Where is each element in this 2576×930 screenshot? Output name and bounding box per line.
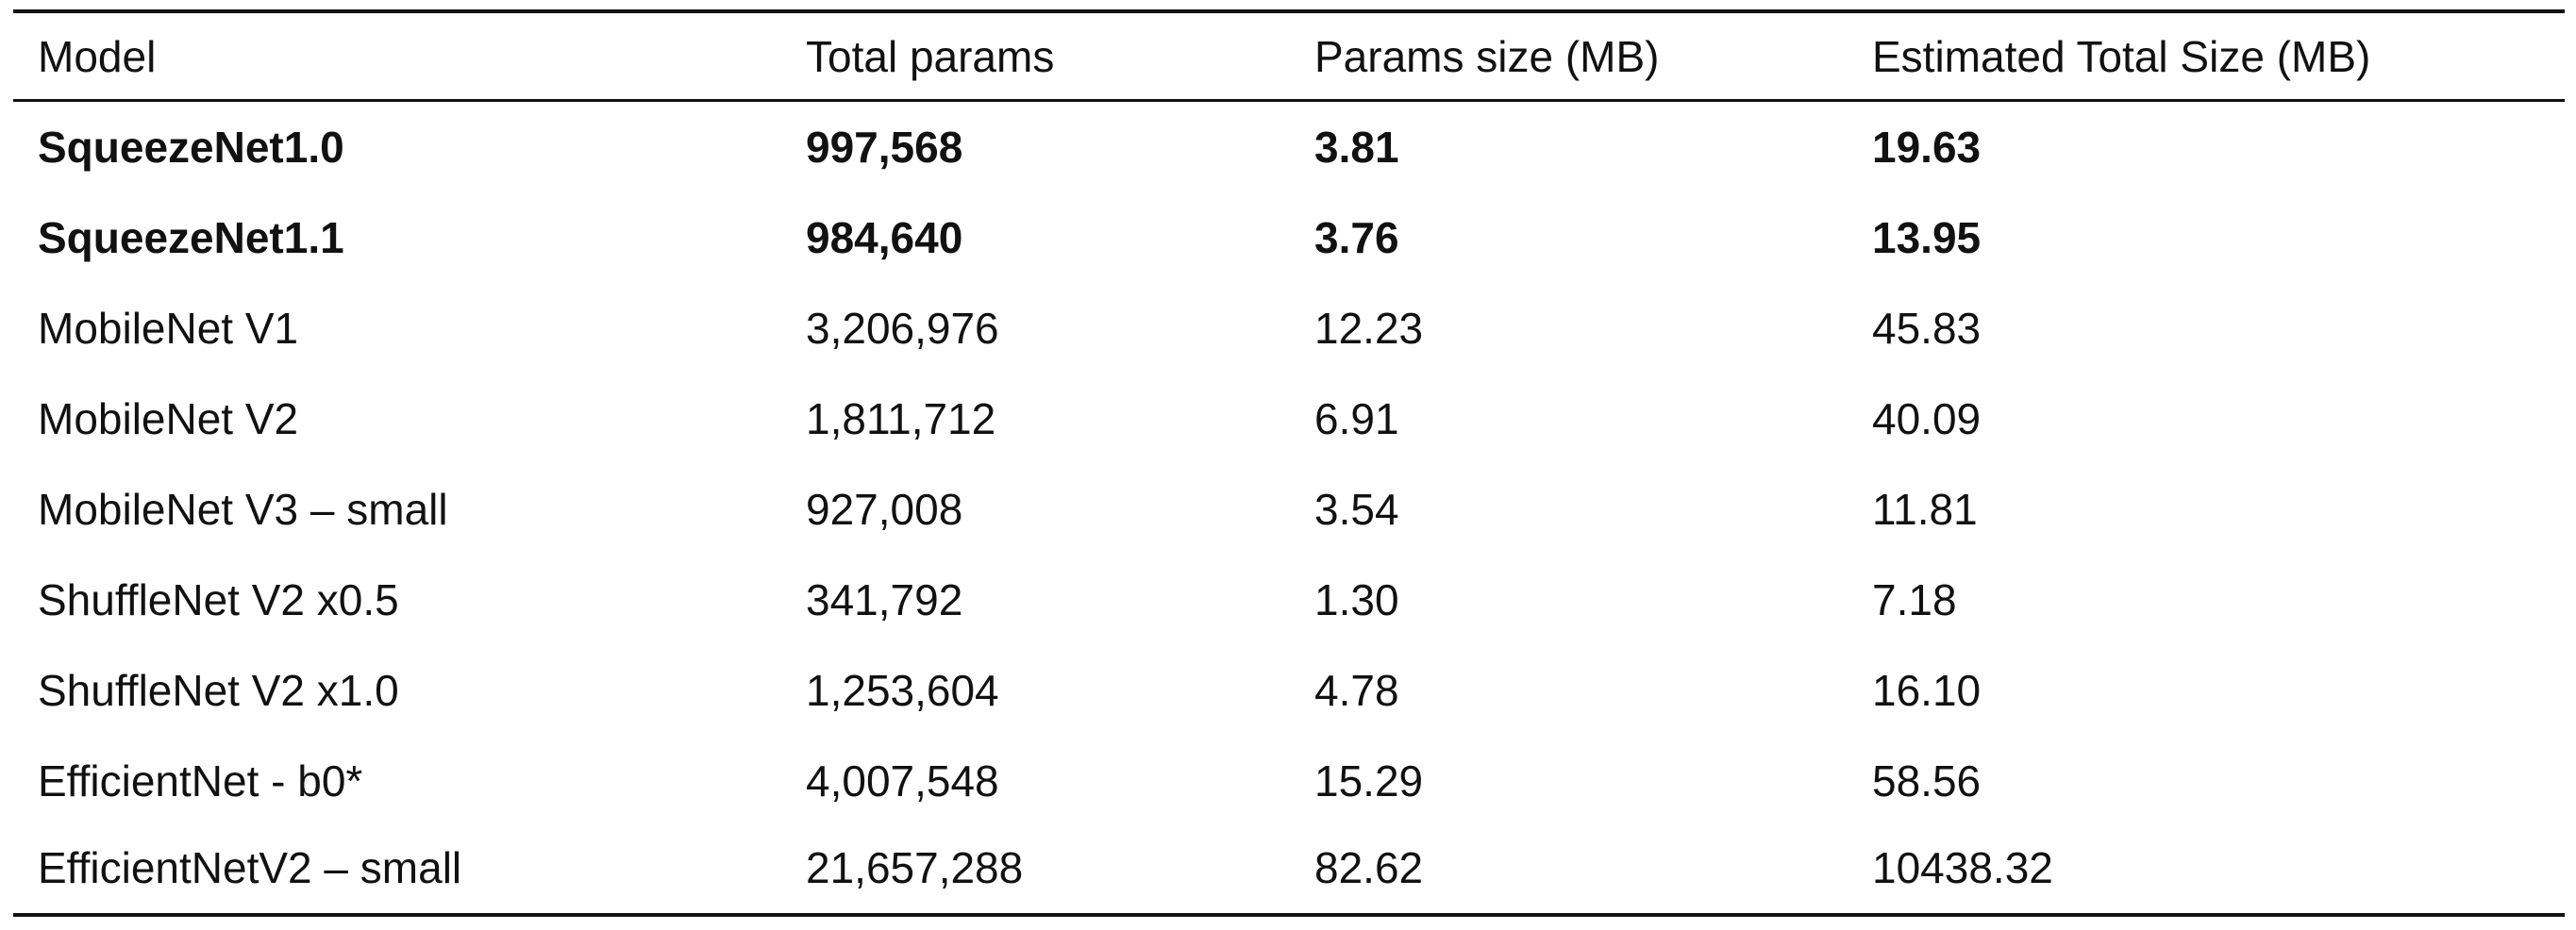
table-row: MobileNet V3 – small 927,008 3.54 11.81 (0, 464, 2576, 555)
cell-total-params: 997,568 (806, 123, 963, 172)
cell-model: EfficientNet - b0* (38, 756, 363, 805)
cell-params-size: 3.81 (1314, 123, 1399, 172)
cell-estimated-total-size: 10438.32 (1872, 843, 2053, 892)
cell-estimated-total-size: 40.09 (1872, 394, 1982, 443)
cell-estimated-total-size: 19.63 (1872, 123, 1982, 172)
cell-model: MobileNet V3 – small (38, 485, 448, 534)
table-row: ShuffleNet V2 x0.5 341,792 1.30 7.18 (0, 555, 2576, 645)
cell-model: MobileNet V1 (38, 304, 299, 353)
header-params-size: Params size (MB) (1314, 32, 1660, 81)
cell-total-params: 1,811,712 (806, 394, 996, 443)
table-bottom-rule (13, 913, 2565, 917)
header-model: Model (38, 32, 157, 81)
cell-params-size: 12.23 (1314, 304, 1424, 353)
cell-estimated-total-size: 16.10 (1872, 666, 1982, 715)
cell-model: EfficientNetV2 – small (38, 843, 462, 892)
header-estimated-total-size: Estimated Total Size (MB) (1872, 32, 2371, 81)
cell-total-params: 4,007,548 (806, 756, 999, 805)
cell-total-params: 984,640 (806, 213, 963, 262)
cell-model: ShuffleNet V2 x0.5 (38, 575, 399, 624)
cell-total-params: 1,253,604 (806, 666, 999, 715)
cell-total-params: 341,792 (806, 575, 963, 624)
table-row: SqueezeNet1.0 997,568 3.81 19.63 (0, 102, 2576, 192)
cell-total-params: 21,657,288 (806, 843, 1024, 892)
table-row: ShuffleNet V2 x1.0 1,253,604 4.78 16.10 (0, 645, 2576, 736)
header-total-params: Total params (806, 32, 1055, 81)
table-row: MobileNet V2 1,811,712 6.91 40.09 (0, 374, 2576, 464)
cell-estimated-total-size: 7.18 (1872, 575, 1957, 624)
cell-estimated-total-size: 58.56 (1872, 756, 1982, 805)
cell-params-size: 3.76 (1314, 213, 1399, 262)
cell-total-params: 3,206,976 (806, 304, 999, 353)
cell-params-size: 6.91 (1314, 394, 1399, 443)
table-row: MobileNet V1 3,206,976 12.23 45.83 (0, 283, 2576, 374)
table-row: EfficientNetV2 – small 21,657,288 82.62 … (0, 822, 2576, 913)
cell-estimated-total-size: 13.95 (1872, 213, 1982, 262)
cell-params-size: 3.54 (1314, 485, 1399, 534)
cell-model: ShuffleNet V2 x1.0 (38, 666, 399, 715)
cell-estimated-total-size: 11.81 (1872, 485, 1978, 534)
table-row: EfficientNet - b0* 4,007,548 15.29 58.56 (0, 736, 2576, 826)
cell-params-size: 15.29 (1314, 756, 1424, 805)
table-header-rule (13, 99, 2565, 102)
cell-total-params: 927,008 (806, 485, 963, 534)
table-header-row: Model Total params Params size (MB) Esti… (0, 11, 2576, 102)
table-top-rule (13, 9, 2565, 13)
table-row: SqueezeNet1.1 984,640 3.76 13.95 (0, 192, 2576, 283)
cell-model: MobileNet V2 (38, 394, 299, 443)
cell-model: SqueezeNet1.1 (38, 213, 344, 262)
cell-model: SqueezeNet1.0 (38, 123, 344, 172)
cell-estimated-total-size: 45.83 (1872, 304, 1982, 353)
cell-params-size: 4.78 (1314, 666, 1399, 715)
cell-params-size: 82.62 (1314, 843, 1424, 892)
cell-params-size: 1.30 (1314, 575, 1399, 624)
